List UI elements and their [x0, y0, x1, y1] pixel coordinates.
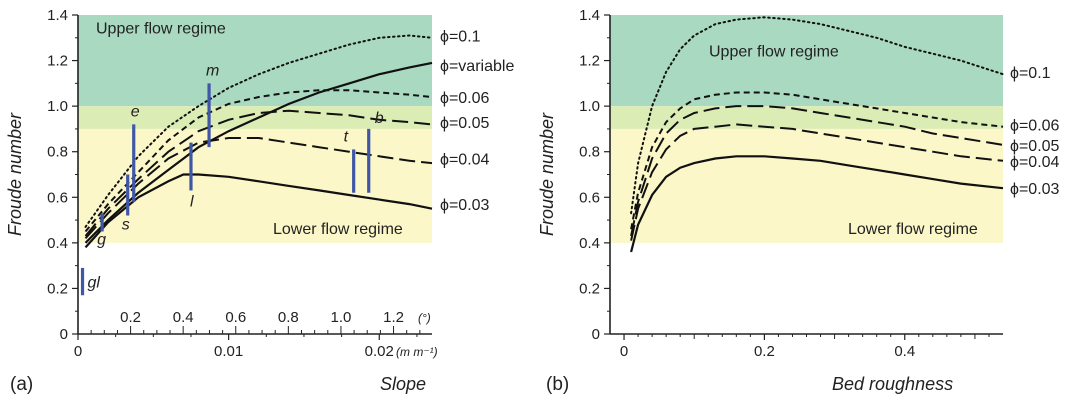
series-label-0: ϕ=0.1	[440, 29, 481, 46]
y-tick-label: 0.2	[47, 280, 68, 297]
y-tick-label: 1.4	[579, 7, 600, 24]
x-tick-label: 0	[74, 343, 82, 360]
y-tick-label: 1.2	[47, 53, 68, 70]
y-axis-title: Froude number	[537, 112, 557, 236]
y-tick-label: 1.0	[47, 98, 68, 115]
y-tick-label: 1.4	[47, 7, 68, 24]
y-axis-title: Froude number	[5, 112, 25, 236]
series-label-1: ϕ=0.06	[1010, 117, 1060, 134]
series-label-2: ϕ=0.05	[1010, 138, 1060, 155]
panel-a: Upper flow regime Lower flow regime 0 0.2 0.…	[5, 7, 514, 395]
y-tick-label: 0	[592, 326, 600, 343]
series-line-2	[630, 105, 1004, 237]
y-tick-label: 0.8	[579, 144, 600, 161]
lower-flow-regime-label: Lower flow regime	[273, 221, 403, 238]
x-tick-label: 0.4	[894, 343, 915, 360]
regime-band-1	[78, 106, 432, 129]
y-tick-label: 0	[60, 326, 68, 343]
series-line-0	[630, 16, 1004, 215]
y-tick-label: 0.2	[579, 280, 600, 297]
series-label-1: ϕ=variable	[440, 58, 514, 75]
series-label-0: ϕ=0.1	[1010, 65, 1051, 82]
x-tick-label: 0.2	[754, 343, 775, 360]
series-line-4	[84, 137, 433, 239]
y-tick-label: 1.2	[579, 53, 600, 70]
y-tick-label: 0.4	[579, 235, 600, 252]
series-label-5: ϕ=0.03	[440, 197, 490, 214]
marker-label-gl: gl	[88, 275, 101, 292]
deg-tick-label: 0.2	[120, 309, 141, 326]
marker-label-m: m	[206, 62, 219, 79]
y-tick-label: 1.0	[579, 98, 600, 115]
x-tick-label: 0	[620, 343, 628, 360]
series-label-4: ϕ=0.03	[1010, 181, 1060, 198]
series-line-0	[84, 34, 433, 228]
lower-flow-regime-label: Lower flow regime	[848, 221, 978, 238]
marker-label-s: s	[122, 217, 130, 234]
x-axis-title: Bed roughness	[832, 374, 953, 394]
deg-tick-label: 1.0	[331, 309, 352, 326]
y-tick-label: 0.6	[47, 189, 68, 206]
upper-flow-regime-label: Upper flow regime	[709, 43, 839, 60]
upper-flow-regime-label: Upper flow regime	[96, 21, 226, 38]
series-line-2	[84, 89, 433, 233]
deg-tick-label: 0.6	[225, 309, 246, 326]
marker-label-b: b	[375, 110, 384, 127]
deg-tick-label: 0.4	[173, 309, 194, 326]
regime-band-2	[610, 128, 1003, 243]
deg-unit-label: (°)	[418, 311, 431, 325]
series-line-5	[84, 173, 433, 249]
regime-band-0	[610, 15, 1003, 107]
y-tick-label: 0.4	[47, 235, 68, 252]
marker-label-t: t	[344, 128, 349, 145]
deg-tick-label: 0.8	[278, 309, 299, 326]
series-label-3: ϕ=0.05	[440, 115, 490, 132]
regime-band-1	[610, 106, 1003, 129]
x-unit-label: (m m⁻¹)	[396, 345, 438, 359]
series-line-4	[630, 155, 1004, 253]
x-axis-title: Slope	[380, 374, 426, 394]
series-line-1	[630, 91, 1004, 230]
series-line-1	[84, 61, 433, 244]
deg-tick-label: 1.2	[383, 309, 404, 326]
marker-label-e: e	[131, 103, 140, 120]
panel-b: Upper flow regime Lower flow regime 0 0.2 0.…	[537, 7, 1060, 395]
x-tick-label: 0.02	[365, 343, 394, 360]
marker-label-g: g	[97, 231, 106, 248]
y-tick-label: 0.6	[579, 189, 600, 206]
panel-label: (a)	[10, 374, 33, 395]
series-line-3	[84, 109, 433, 237]
regime-band-0	[78, 15, 432, 107]
series-line-3	[630, 123, 1004, 241]
y-tick-label: 0.8	[47, 144, 68, 161]
panel-label: (b)	[546, 374, 569, 395]
x-tick-label: 0.01	[214, 343, 243, 360]
series-label-3: ϕ=0.04	[1010, 154, 1060, 171]
marker-label-l: l	[190, 193, 194, 210]
series-label-2: ϕ=0.06	[440, 90, 490, 107]
series-label-4: ϕ=0.04	[440, 152, 490, 169]
